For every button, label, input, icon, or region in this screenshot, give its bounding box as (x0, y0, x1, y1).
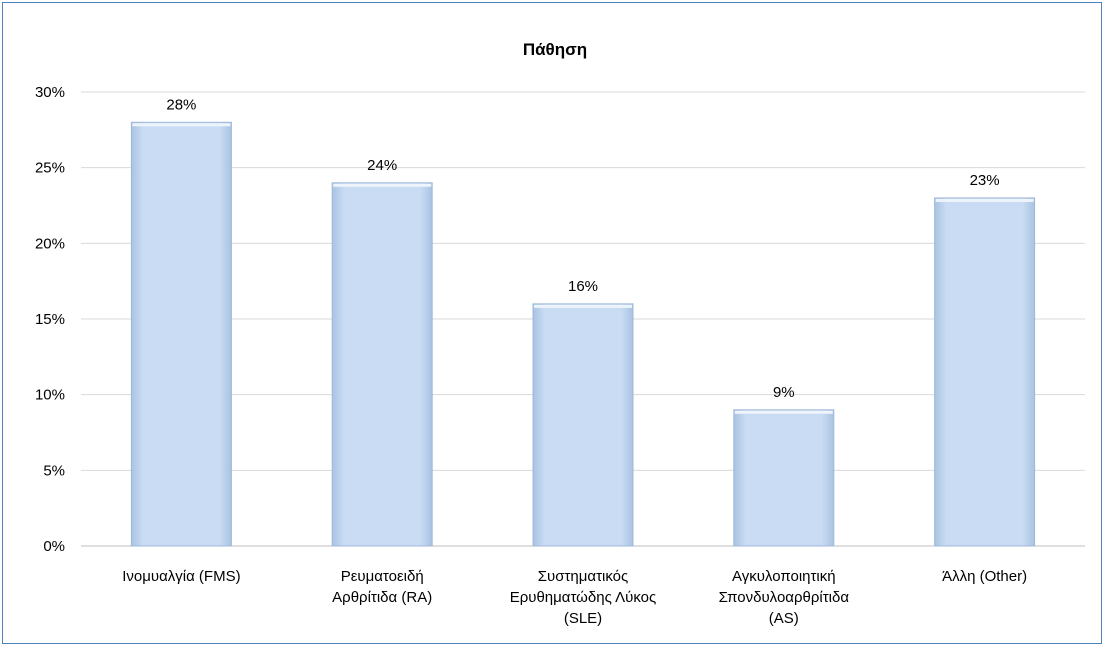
bar-top-highlight (132, 123, 231, 127)
x-axis-labels: Ινομυαλγία (FMS) Ρευματοειδή Αρθρίτιδα (RA… (122, 568, 1027, 627)
chart-title: Πάθηση (523, 40, 587, 59)
x-tick-label-line: Αγκυλοποιητική (732, 568, 836, 585)
y-tick-label: 20% (35, 235, 65, 252)
data-label: 23% (970, 172, 1000, 189)
bar-top-highlight (534, 304, 632, 308)
x-tick-label-line: Σπονδυλοαρθρίτιδα (719, 589, 850, 606)
x-tick-label: Αγκυλοποιητική Σπονδυλοαρθρίτιδα (AS) (719, 568, 850, 627)
bar (934, 197, 1036, 547)
data-label: 9% (773, 384, 795, 401)
x-tick-label-line: Συστηματικός (538, 568, 628, 585)
y-tick-label: 30% (35, 84, 65, 101)
x-tick-label: Άλλη (Other) (942, 568, 1027, 585)
y-tick-label: 15% (35, 311, 65, 328)
data-label: 28% (166, 96, 196, 113)
data-labels: 28% 24% 16% 9% 23% (166, 96, 999, 401)
x-tick-label-line: (SLE) (564, 610, 602, 627)
x-tick-label: Ρευματοειδή Αρθρίτιδα (RA) (332, 568, 432, 606)
x-tick-label: Ινομυαλγία (FMS) (122, 568, 240, 585)
bar-top-highlight (935, 198, 1034, 202)
bar (733, 409, 835, 547)
bar-chart: Πάθηση 0% 5% 10% 15% 20% 25% 30% 28% 24% 16% 9% 23… (35, 40, 1085, 627)
x-tick-label: Συστηματικός Ερυθηματώδης Λύκος (SLE) (510, 568, 657, 627)
x-tick-label-line: Ρευματοειδή (341, 568, 424, 585)
x-tick-label-line: (AS) (769, 610, 799, 627)
bar (532, 303, 634, 547)
bar (331, 182, 433, 547)
y-tick-label: 5% (43, 462, 65, 479)
y-tick-label: 0% (43, 538, 65, 555)
bar (130, 121, 232, 547)
x-tick-label-line: Ινομυαλγία (FMS) (122, 568, 240, 585)
x-tick-label-line: Ερυθηματώδης Λύκος (510, 589, 657, 606)
y-tick-label: 10% (35, 387, 65, 404)
bar-top-highlight (734, 410, 833, 414)
x-tick-label-line: Άλλη (Other) (942, 568, 1027, 585)
bars (130, 121, 1036, 547)
y-tick-label: 25% (35, 160, 65, 177)
x-tick-label-line: Αρθρίτιδα (RA) (332, 589, 432, 606)
bar-top-highlight (333, 183, 432, 187)
data-label: 24% (367, 157, 397, 174)
y-axis-ticks: 0% 5% 10% 15% 20% 25% 30% (35, 84, 65, 555)
data-label: 16% (568, 278, 598, 295)
